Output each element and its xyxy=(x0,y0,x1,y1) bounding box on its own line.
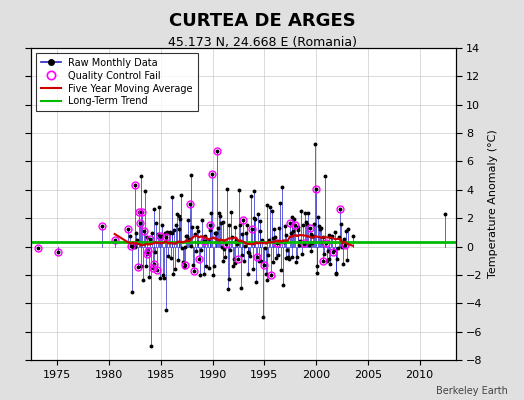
Text: Berkeley Earth: Berkeley Earth xyxy=(436,386,508,396)
Y-axis label: Temperature Anomaly (°C): Temperature Anomaly (°C) xyxy=(488,130,498,278)
Text: CURTEA DE ARGES: CURTEA DE ARGES xyxy=(169,12,355,30)
Text: 45.173 N, 24.668 E (Romania): 45.173 N, 24.668 E (Romania) xyxy=(168,36,356,49)
Legend: Raw Monthly Data, Quality Control Fail, Five Year Moving Average, Long-Term Tren: Raw Monthly Data, Quality Control Fail, … xyxy=(36,53,198,111)
